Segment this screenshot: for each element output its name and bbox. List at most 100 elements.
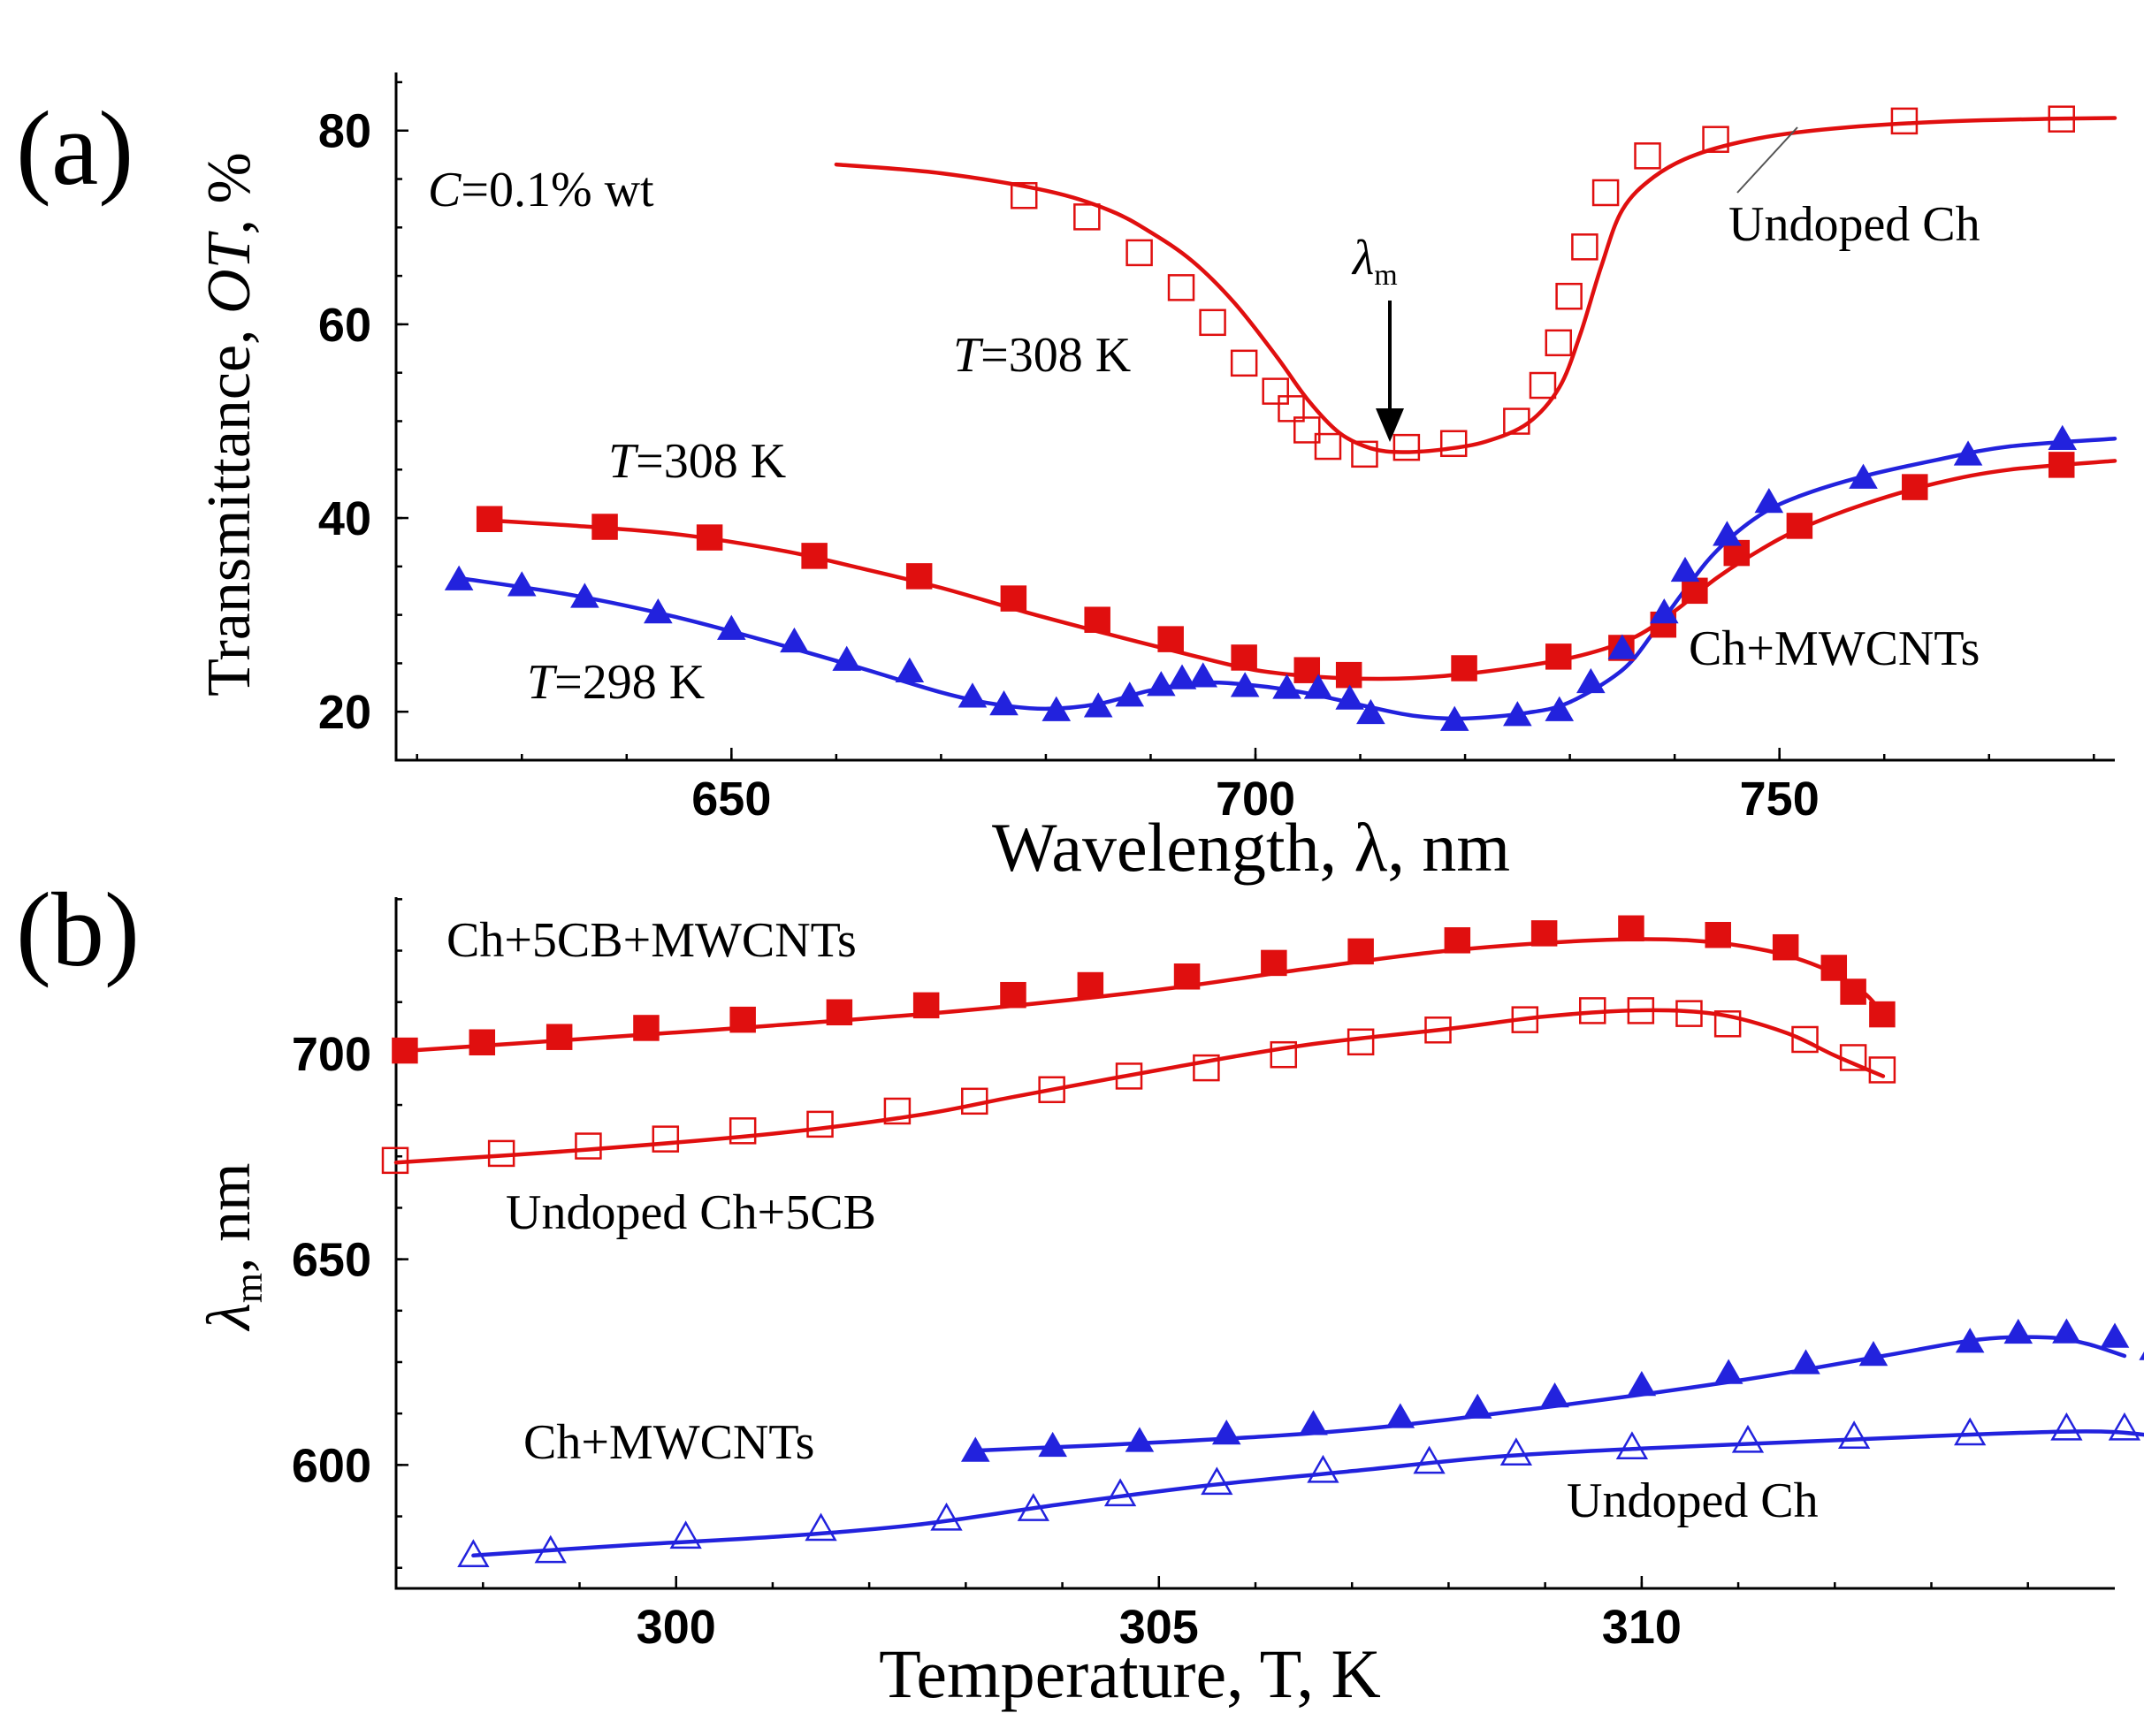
data-point-a-2 (2048, 424, 2078, 451)
data-point-b-2 (1038, 1431, 1067, 1458)
data-point-b-2 (1791, 1349, 1820, 1374)
undoped-ch-pointer (1736, 126, 1798, 194)
data-point-a-1 (1545, 643, 1572, 670)
data-point-a-2 (1115, 681, 1145, 707)
data-point-b-0 (1261, 949, 1287, 977)
data-point-b-3 (534, 1534, 567, 1564)
panel-b-xtick-label: 300 (637, 1601, 716, 1654)
data-point-a-2 (958, 682, 988, 708)
panel-a-ytick-label: 80 (318, 105, 371, 158)
temp-doped-308-annotation: T=308 K (608, 434, 786, 489)
data-point-b-3 (1307, 1454, 1339, 1483)
data-point-a-1 (476, 506, 503, 532)
data-point-b-2 (1299, 1410, 1328, 1435)
data-point-a-1 (1786, 513, 1813, 539)
concentration-annotation: C=0.1% wt (428, 163, 654, 217)
data-point-a-2 (989, 690, 1019, 716)
data-point-a-0 (2048, 105, 2075, 133)
data-point-a-2 (1649, 598, 1679, 624)
panel-a-ticks: 650 700 750 20 40 60 80 (318, 80, 2095, 826)
data-point-a-0 (1545, 329, 1573, 357)
data-point-b-1 (1193, 1054, 1220, 1082)
data-point-b-1 (487, 1139, 515, 1168)
data-point-a-0 (1230, 349, 1258, 377)
data-point-b-2 (1385, 1403, 1415, 1428)
data-point-a-2 (1503, 701, 1532, 727)
data-point-b-1 (806, 1110, 834, 1138)
data-point-b-2 (1627, 1371, 1657, 1397)
panel-b-markers (381, 915, 2144, 1568)
data-point-b-0 (1772, 933, 1799, 961)
data-point-b-3 (1954, 1417, 1987, 1446)
data-point-b-0 (546, 1024, 573, 1050)
data-point-a-2 (570, 582, 599, 608)
data-point-b-0 (1869, 1001, 1896, 1028)
data-point-a-0 (1571, 233, 1598, 261)
data-point-a-2 (1167, 664, 1197, 689)
data-point-a-2 (1953, 440, 1983, 466)
data-point-a-1 (1902, 474, 1928, 500)
data-point-a-0 (1392, 433, 1421, 461)
data-point-a-0 (1293, 416, 1321, 444)
data-point-a-1 (1000, 585, 1027, 612)
panel-b-ticks: 300 305 310 600 650 700 (292, 898, 2029, 1654)
series-line-b-3 (471, 1429, 2144, 1558)
series-label-doped-5cb: Ch+5CB+MWCNTs (446, 913, 857, 968)
data-point-a-0 (1262, 377, 1289, 405)
data-point-b-2 (1858, 1341, 1888, 1367)
data-point-a-0 (1125, 239, 1153, 267)
lambda-m-symbol: λm (1351, 231, 1398, 292)
data-point-b-3 (457, 1539, 490, 1568)
data-point-b-1 (1038, 1076, 1065, 1104)
data-point-a-2 (644, 598, 673, 624)
data-point-b-0 (912, 992, 940, 1019)
data-point-b-3 (669, 1520, 702, 1549)
data-point-b-1 (1839, 1044, 1867, 1071)
data-point-a-2 (507, 571, 537, 597)
data-point-a-2 (1303, 674, 1333, 699)
data-point-b-0 (1705, 922, 1731, 948)
data-point-b-1 (1424, 1016, 1452, 1044)
series-label-doped: Ch+MWCNTs (523, 1415, 814, 1470)
panel-b-xtick-label: 310 (1602, 1601, 1682, 1654)
data-point-b-2 (1955, 1328, 1985, 1353)
data-point-a-2 (1041, 696, 1072, 721)
data-point-a-0 (1591, 179, 1620, 207)
data-point-b-3 (1017, 1493, 1049, 1521)
data-point-b-1 (729, 1117, 757, 1145)
data-point-b-3 (805, 1512, 837, 1542)
data-point-a-1 (2048, 452, 2075, 478)
data-point-b-0 (392, 1037, 418, 1064)
panel-b-ytick-label: 650 (292, 1234, 371, 1287)
panel-a: (a) 650 700 750 20 40 60 80 Transmittance, OT,… (16, 72, 2117, 886)
lambda-m-arrow-head (1376, 408, 1404, 442)
data-point-b-3 (930, 1502, 963, 1531)
data-point-b-1 (1675, 1000, 1703, 1027)
data-point-a-2 (1670, 556, 1700, 582)
data-point-b-3 (2050, 1412, 2083, 1441)
data-point-a-1 (696, 524, 723, 551)
data-point-b-1 (1578, 997, 1606, 1024)
data-point-b-3 (1103, 1478, 1137, 1507)
data-point-a-2 (1607, 634, 1637, 659)
data-point-a-1 (905, 563, 933, 590)
data-point-b-2 (2003, 1318, 2033, 1344)
data-point-b-1 (381, 1146, 409, 1175)
data-point-a-2 (1545, 696, 1575, 721)
data-point-a-2 (1713, 521, 1742, 546)
data-point-a-2 (444, 565, 474, 590)
data-point-a-1 (591, 514, 618, 540)
data-point-a-0 (1351, 440, 1378, 468)
panel-b-label: (b) (16, 871, 140, 988)
panel-b-axes (394, 897, 2115, 1590)
data-point-a-0 (1555, 282, 1583, 310)
panel-a-xtick-label: 700 (1216, 773, 1295, 826)
data-point-b-0 (1618, 915, 1644, 942)
data-point-a-2 (1439, 705, 1469, 731)
data-point-a-2 (1335, 684, 1364, 710)
data-point-a-0 (1167, 274, 1195, 301)
data-point-b-2 (1462, 1393, 1492, 1419)
data-point-b-0 (469, 1029, 496, 1055)
data-point-a-1 (1231, 644, 1257, 671)
data-point-a-0 (1529, 371, 1557, 400)
